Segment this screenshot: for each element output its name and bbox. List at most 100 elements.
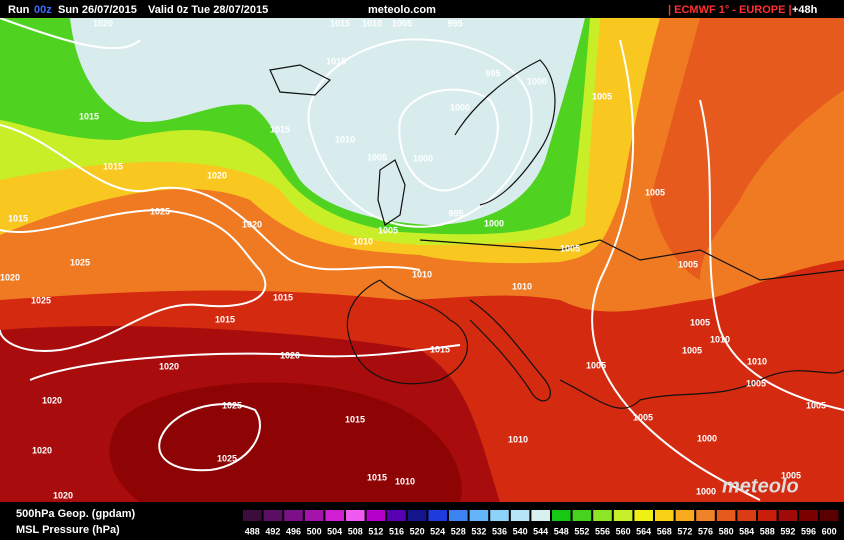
logo: meteolo [722,475,799,497]
isobar-label: 1010 [512,281,532,291]
isobar-label: 1020 [53,490,73,500]
isobar-label: 1015 [8,213,28,223]
scale-swatch [613,510,633,521]
scale-swatch [428,510,447,521]
isobar-line [699,99,844,411]
isobar-label: 1000 [527,76,547,86]
lead-time: +48h [792,4,818,16]
isobar-label: 1005 [690,317,710,327]
field-light-blue [70,18,585,225]
scale-label: 588 [760,526,775,536]
scale-swatch [469,510,489,521]
run-label: Run [8,4,30,16]
isobar-line [29,344,461,381]
scale-swatch [346,510,365,521]
scale-label: 488 [245,526,260,536]
scale-label: 584 [739,526,754,536]
scale-label: 592 [780,526,795,536]
isobar-label: 1005 [378,225,398,235]
isobar-label: 1010 [710,334,730,344]
isobar-line [398,88,499,192]
isobar-label: 1025 [217,453,237,463]
scale-swatch [304,510,324,521]
scale-label: 600 [822,526,837,536]
isobar-label: 1010 [353,236,373,246]
isobars [0,17,844,501]
scale-swatch [325,510,344,521]
isobar-label: 995 [448,208,463,218]
isobar-label: 1015 [330,18,350,28]
scale-label: 540 [513,526,528,536]
isobar-label: 1010 [362,18,382,28]
isobar-label: 1005 [560,243,580,253]
scale-swatch [737,510,756,521]
isobar-label: 995 [485,68,500,78]
coastline [269,64,332,96]
isobar-label: 1015 [430,344,450,354]
isobar-label: 1015 [326,56,346,66]
isobar-label: 1020 [207,170,227,180]
field-orange-red [650,18,844,280]
valid-time: Valid 0z Tue 28/07/2015 [148,4,268,16]
isobar-label: 1005 [682,345,702,355]
scale-label: 524 [430,526,445,536]
coastline [559,369,844,409]
isobar-label: 1005 [392,18,412,28]
scale-swatch [243,510,262,521]
geop-label: 500hPa Geop. (gpdam) [16,508,136,520]
isobar-label: 1000 [450,102,470,112]
scale-swatch [263,510,283,521]
isobar-label: 1015 [345,414,365,424]
scale-label: 528 [451,526,466,536]
isobar-line [158,403,261,472]
site-name: meteolo.com [368,4,436,16]
scale-label: 552 [574,526,589,536]
scale-swatch [552,510,571,521]
scale-swatch [387,510,406,521]
scale-label: 544 [533,526,548,536]
isobar-label: 1010 [412,269,432,279]
scale-label: 504 [327,526,342,536]
scale-swatch [634,510,653,521]
isobar-line [0,124,421,271]
isobar-label: 1005 [586,360,606,370]
isobar-label: 1000 [696,486,716,496]
isobar-label: 1020 [0,272,20,282]
isobar-label: 1015 [79,111,99,121]
isobar-label: 1005 [781,470,801,480]
isobar-label: 1010 [508,434,528,444]
isobar-line [0,17,141,50]
scale-label: 564 [636,526,651,536]
isobar-label: 1015 [273,292,293,302]
scale-swatch [449,510,468,521]
isobar-label: 1025 [150,206,170,216]
scale-label: 492 [265,526,280,536]
isobar-label: 1025 [70,257,90,267]
mslp-label: MSL Pressure (hPa) [16,524,120,536]
scale-swatch [655,510,674,521]
border [419,239,844,281]
scale-label: 516 [389,526,404,536]
isobar-label: 1005 [367,152,387,162]
isobar-label: 1020 [42,395,62,405]
isobar-label: 1015 [270,124,290,134]
isobar-label: 1020 [242,219,262,229]
isobar-label: 1005 [746,378,766,388]
isobar-label: 995 [447,18,462,28]
scale-label: 596 [801,526,816,536]
scale-swatch [716,510,736,521]
color-scale: 488 492 496 500 504 508 512 516 520 524 528 532 536 5… [243,510,839,536]
isobar-label: 1015 [215,314,235,324]
scale-swatch [366,510,386,521]
scale-label: 532 [471,526,486,536]
coastlines [269,59,844,409]
scale-label: 556 [595,526,610,536]
scale-label: 536 [492,526,507,536]
coastline [469,299,551,402]
scale-label: 576 [698,526,713,536]
isobar-label: 1010 [335,134,355,144]
isobar-label: 1010 [395,476,415,486]
field-maroon [109,382,462,502]
isobar-label: 1015 [103,161,123,171]
